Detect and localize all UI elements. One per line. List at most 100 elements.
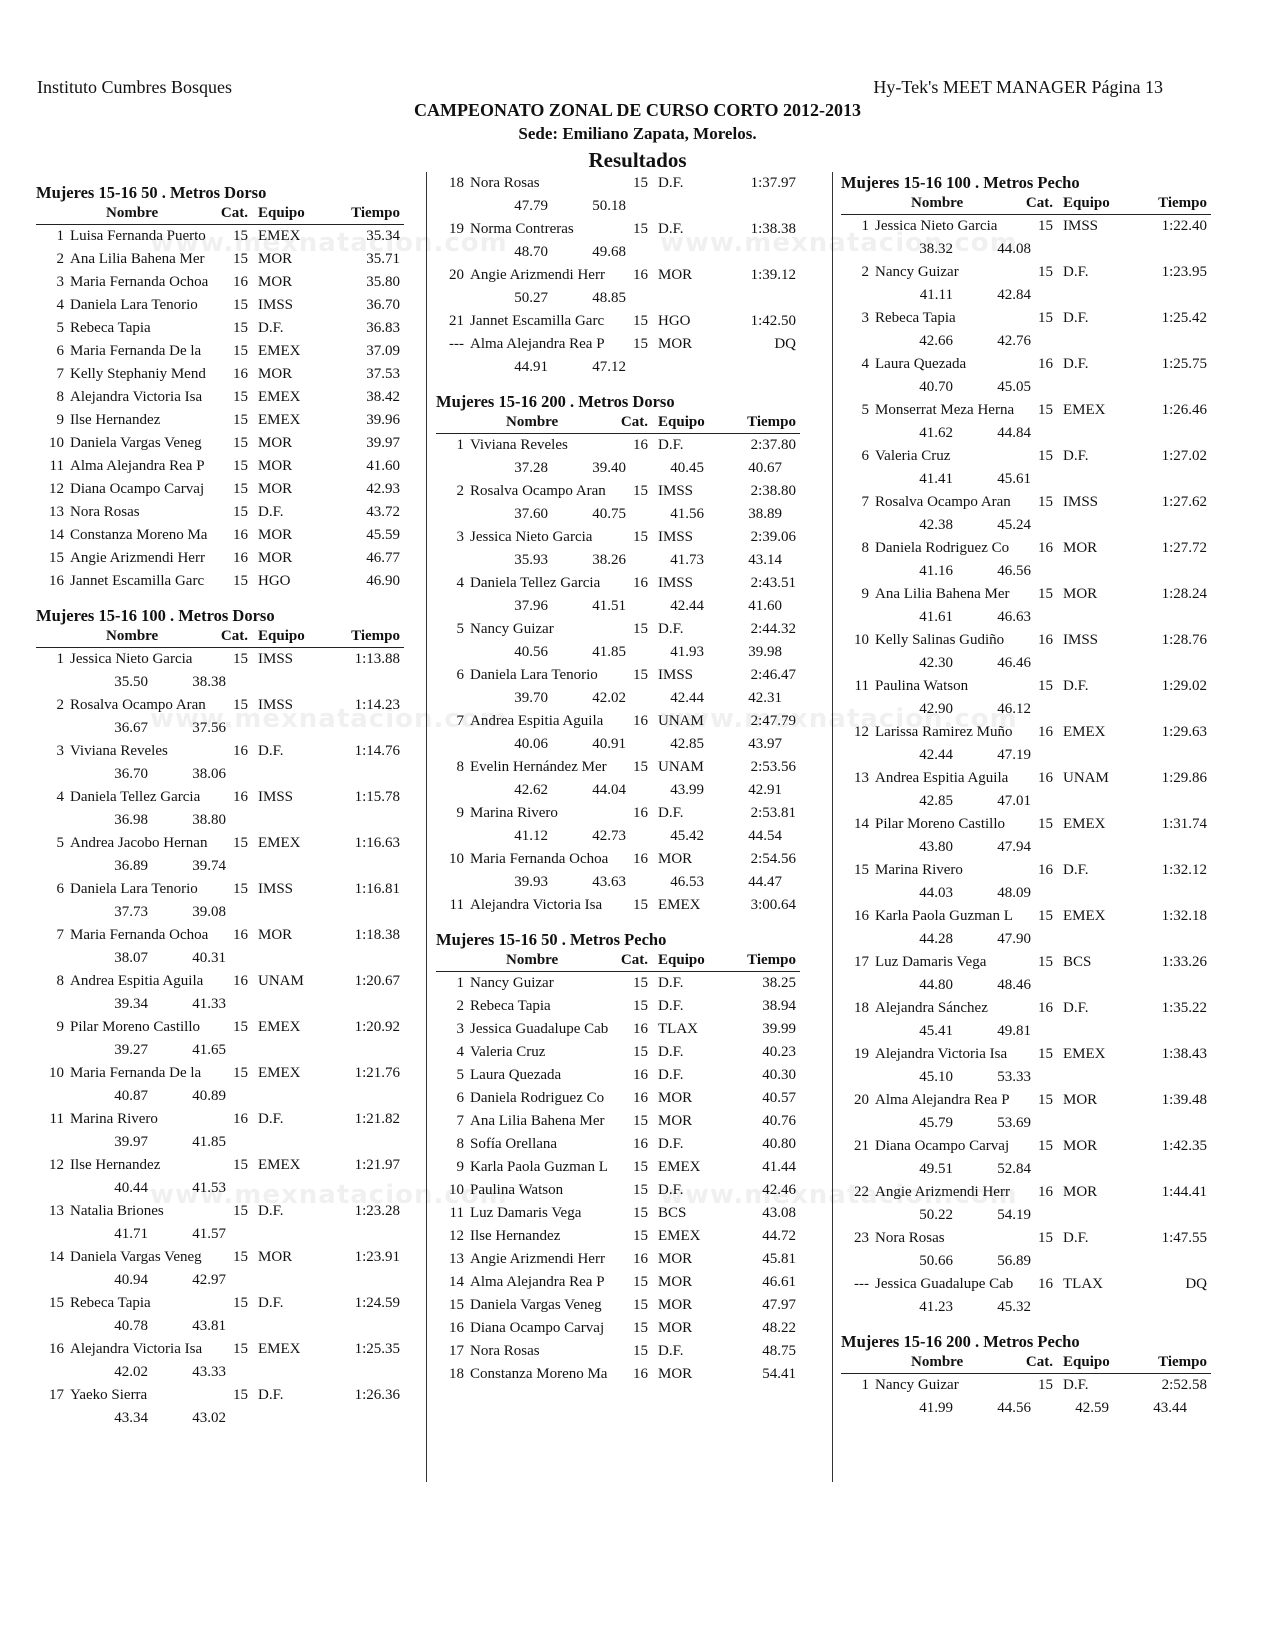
final-time: 1:23.28 [354, 1203, 400, 1219]
final-time: 2:52.58 [1161, 1377, 1207, 1393]
column-header-row: Nombre Cat. Equipo Tiempo [36, 627, 404, 648]
team: MOR [258, 1249, 293, 1265]
split-time: 46.63 [997, 609, 1031, 625]
result-row: 15 Rebeca Tapia 15 D.F. 1:24.59 [36, 1292, 404, 1315]
swimmer-name: Diana Ocampo Carvaj [875, 1138, 1010, 1154]
result-row: 3 Maria Fernanda Ochoa 16 MOR 35.80 [36, 271, 404, 294]
place: 1 [456, 437, 465, 453]
result-row: 17 Yaeko Sierra 15 D.F. 1:26.36 [36, 1384, 404, 1407]
final-time: 1:47.55 [1161, 1230, 1207, 1246]
split-times-row: 40.70 45.05 [841, 376, 1211, 399]
result-row: 23 Nora Rosas 15 D.F. 1:47.55 [841, 1227, 1211, 1250]
header-equipo: Equipo [658, 414, 705, 430]
event-title: Mujeres 15-16 50 . Metros Pecho [436, 930, 667, 949]
category: 15 [633, 1205, 648, 1221]
header-cat: Cat. [620, 952, 648, 968]
result-row: 5 Laura Quezada 16 D.F. 40.30 [436, 1064, 800, 1087]
swimmer-name: Daniela Rodriguez Co [470, 1090, 605, 1106]
place: 2 [456, 483, 465, 499]
split-time: 42.85 [670, 736, 704, 752]
place: 4 [456, 575, 465, 591]
final-time: 2:43.51 [750, 575, 796, 591]
split-time: 38.89 [748, 506, 782, 522]
final-time: 1:27.02 [1161, 448, 1207, 464]
header-place-spacer [36, 627, 70, 647]
split-time: 45.61 [997, 471, 1031, 487]
split-time: 37.73 [114, 904, 148, 920]
header-institution: Instituto Cumbres Bosques [37, 77, 233, 97]
place: 8 [56, 973, 65, 989]
split-time: 41.23 [919, 1299, 953, 1315]
team: IMSS [258, 297, 294, 313]
place: 8 [56, 389, 65, 405]
split-times-row: 41.61 46.63 [841, 606, 1211, 629]
swimmer-name: Nora Rosas [470, 175, 540, 191]
place: 20 [854, 1092, 869, 1108]
result-row: 13 Angie Arizmendi Herr 16 MOR 45.81 [436, 1248, 800, 1271]
result-row: 11 Luz Damaris Vega 15 BCS 43.08 [436, 1202, 800, 1225]
header-tiempo: Tiempo [747, 952, 796, 968]
split-time: 38.38 [192, 674, 226, 690]
swimmer-name: Rebeca Tapia [70, 1295, 151, 1311]
swimmer-name: Daniela Rodriguez Co [875, 540, 1010, 556]
place: 5 [456, 621, 465, 637]
result-row: 8 Andrea Espitia Aguila 16 UNAM 1:20.67 [36, 970, 404, 993]
result-row: 8 Daniela Rodriguez Co 16 MOR 1:27.72 [841, 537, 1211, 560]
split-time: 45.79 [919, 1115, 953, 1131]
swimmer-name: Daniela Vargas Veneg [70, 435, 202, 451]
category: 15 [233, 320, 248, 336]
team: MOR [658, 1251, 693, 1267]
category: 16 [1038, 1184, 1053, 1200]
split-time: 52.84 [997, 1161, 1031, 1177]
split-time: 48.46 [997, 977, 1031, 993]
swimmer-name: Jessica Nieto Garcia [470, 529, 593, 545]
column-header-row: Nombre Cat. Equipo Tiempo [436, 413, 800, 434]
final-time: 2:46.47 [750, 667, 796, 683]
column-header-row: Nombre Cat. Equipo Tiempo [36, 204, 404, 225]
category: 15 [633, 998, 648, 1014]
split-times-row: 41.23 45.32 [841, 1296, 1211, 1319]
result-row: 4 Laura Quezada 16 D.F. 1:25.75 [841, 353, 1211, 376]
split-times-row: 39.97 41.85 [36, 1131, 404, 1154]
category: 15 [233, 1341, 248, 1357]
place: 5 [456, 1067, 465, 1083]
column-header-row: Nombre Cat. Equipo Tiempo [841, 1353, 1211, 1374]
result-row: 6 Valeria Cruz 15 D.F. 1:27.02 [841, 445, 1211, 468]
split-times-row: 38.07 40.31 [36, 947, 404, 970]
place: 8 [456, 1136, 465, 1152]
swimmer-name: Karla Paola Guzman L [875, 908, 1013, 924]
team: BCS [658, 1205, 687, 1221]
header-equipo: Equipo [258, 628, 305, 644]
team: D.F. [1063, 448, 1089, 464]
swimmer-name: Jessica Nieto Garcia [875, 218, 998, 234]
place: 10 [854, 632, 869, 648]
swimmer-name: Rosalva Ocampo Aran [875, 494, 1011, 510]
category: 15 [633, 313, 648, 329]
split-times-row: 43.34 43.02 [36, 1407, 404, 1430]
swimmer-name: Luz Damaris Vega [470, 1205, 582, 1221]
final-time: 1:26.46 [1161, 402, 1207, 418]
swimmer-name: Jessica Guadalupe Cab [875, 1276, 1014, 1292]
category: 15 [233, 1203, 248, 1219]
swimmer-name: Karla Paola Guzman L [470, 1159, 608, 1175]
split-time: 43.99 [670, 782, 704, 798]
place: 8 [456, 759, 465, 775]
split-time: 43.02 [192, 1410, 226, 1426]
final-time: 1:25.42 [1161, 310, 1207, 326]
category: 15 [1038, 494, 1053, 510]
category: 15 [233, 435, 248, 451]
split-times-row: 39.93 43.63 46.53 44.47 [436, 871, 800, 894]
final-time: 39.97 [366, 435, 400, 451]
split-time: 54.19 [997, 1207, 1031, 1223]
category: 15 [1038, 678, 1053, 694]
swimmer-name: Yaeko Sierra [70, 1387, 148, 1403]
final-time: 1:25.35 [354, 1341, 400, 1357]
place: 17 [854, 954, 869, 970]
event-title: Mujeres 15-16 200 . Metros Dorso [436, 392, 675, 411]
header-tiempo: Tiempo [1158, 195, 1207, 211]
swimmer-name: Ilse Hernandez [70, 1157, 161, 1173]
swimmer-name: Constanza Moreno Ma [70, 527, 208, 543]
split-time: 42.62 [514, 782, 548, 798]
team: D.F. [658, 221, 684, 237]
split-time: 46.46 [997, 655, 1031, 671]
